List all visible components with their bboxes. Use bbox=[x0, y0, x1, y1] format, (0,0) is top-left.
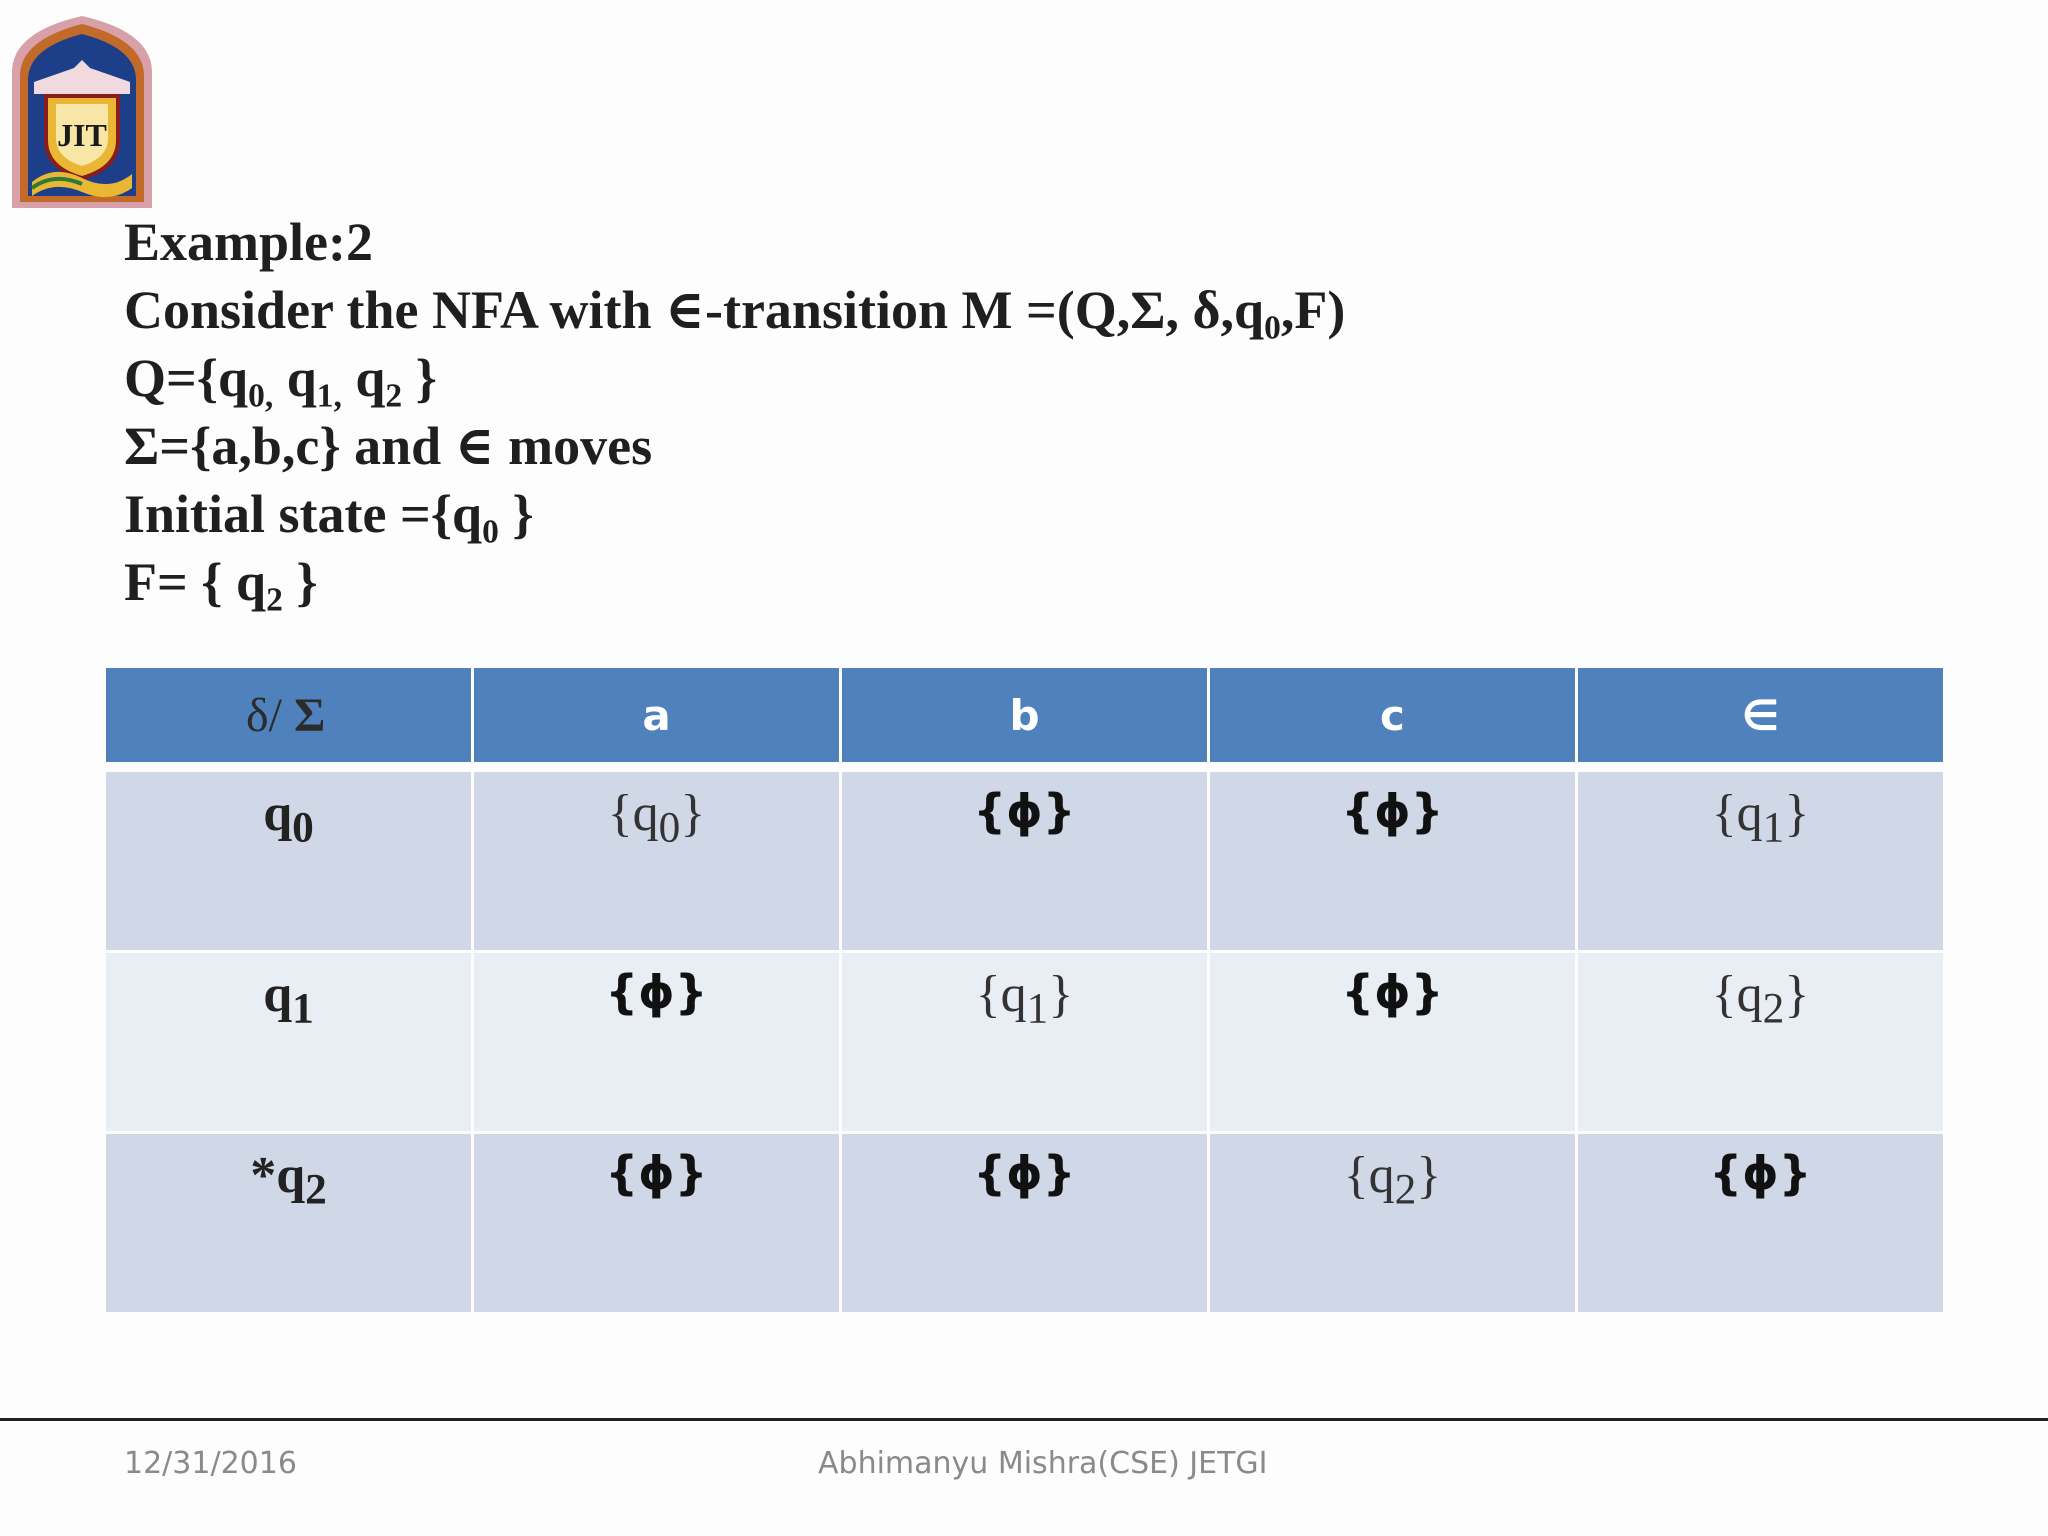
table-cell: {ϕ} bbox=[1210, 953, 1575, 1131]
table-cell: {q1} bbox=[1578, 772, 1943, 950]
table-cell: {q2} bbox=[1578, 953, 1943, 1131]
initial-state-line: Initial state ={q0 } bbox=[124, 484, 534, 551]
table-cell: {ϕ} bbox=[474, 1134, 839, 1312]
states-line: Q={q0, q1, q2 } bbox=[124, 348, 437, 415]
table-cell: {ϕ} bbox=[842, 1134, 1207, 1312]
footer-date: 12/31/2016 bbox=[124, 1446, 297, 1481]
college-logo: JIT bbox=[4, 12, 160, 208]
svg-text:JIT: JIT bbox=[57, 117, 107, 153]
table-cell: {ϕ} bbox=[474, 953, 839, 1131]
table-header-cell: b bbox=[842, 668, 1207, 762]
alphabet-line: Σ={a,b,c} and ∈ moves bbox=[124, 416, 653, 476]
table-row: q1 {ϕ} {q1} {ϕ} {q2} bbox=[106, 953, 1943, 1131]
nfa-definition-line: Consider the NFA with ∈-transition M =(Q… bbox=[124, 280, 1346, 347]
slide-body: Example:2 Consider the NFA with ∈-transi… bbox=[124, 208, 1346, 619]
table-cell: {ϕ} bbox=[1578, 1134, 1943, 1312]
table-row: *q2 {ϕ} {ϕ} {q2} {ϕ} bbox=[106, 1134, 1943, 1312]
table-corner-header: δ/ Σ bbox=[106, 668, 471, 762]
table-cell: {q1} bbox=[842, 953, 1207, 1131]
table-row: q0 {q0} {ϕ} {ϕ} {q1} bbox=[106, 772, 1943, 950]
transition-table: δ/ Σ a b c ∈ q0 {q0} {ϕ} {ϕ} {q1} q1 {ϕ}… bbox=[103, 665, 1946, 1315]
state-cell: q0 bbox=[106, 772, 471, 950]
footer-author: Abhimanyu Mishra(CSE) JETGI bbox=[818, 1446, 1268, 1481]
table-header-row: δ/ Σ a b c ∈ bbox=[106, 668, 1943, 762]
table-cell: {ϕ} bbox=[1210, 772, 1575, 950]
final-states-line: F= { q2 } bbox=[124, 552, 318, 619]
table-header-cell: c bbox=[1210, 668, 1575, 762]
table-header-cell: ∈ bbox=[1578, 668, 1943, 762]
table-cell: {q0} bbox=[474, 772, 839, 950]
table-header-cell: a bbox=[474, 668, 839, 762]
example-title: Example:2 bbox=[124, 212, 373, 272]
table-cell: {q2} bbox=[1210, 1134, 1575, 1312]
state-cell: q1 bbox=[106, 953, 471, 1131]
state-cell: *q2 bbox=[106, 1134, 471, 1312]
footer-divider bbox=[0, 1418, 2048, 1421]
table-cell: {ϕ} bbox=[842, 772, 1207, 950]
